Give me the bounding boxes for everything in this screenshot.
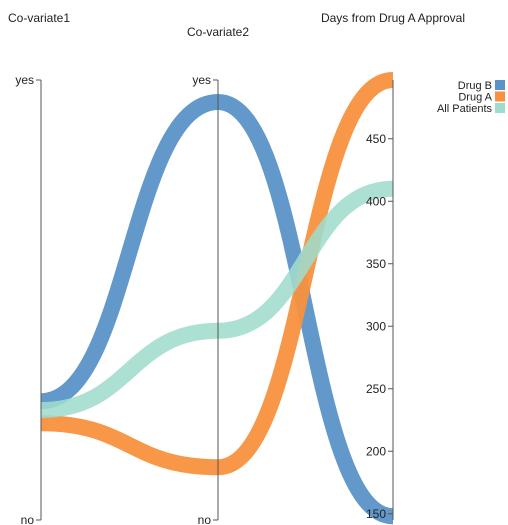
legend-swatch-drug-a (495, 91, 505, 102)
tick-label-days-from-drug-a-approval-400: 400 (366, 194, 386, 208)
tick-label-co-variate2-yes: yes (192, 73, 211, 87)
tick-label-co-variate1-yes: yes (15, 73, 34, 87)
legend-label-drug-b: Drug B (458, 80, 492, 92)
series-line-drug-b (40, 94, 395, 525)
legend-swatch-all-patients (495, 103, 505, 113)
series-line-drug-a (40, 72, 395, 476)
tick-label-days-from-drug-a-approval-350: 350 (366, 257, 386, 271)
tick-label-co-variate2-no: no (198, 513, 212, 525)
axis-title-co-variate2: Co-variate2 (187, 25, 249, 39)
legend-label-drug-a: Drug A (458, 92, 492, 104)
tick-label-days-from-drug-a-approval-450: 450 (366, 132, 386, 146)
tick-label-co-variate1-no: no (21, 513, 35, 525)
legend-label-all-patients: All Patients (437, 103, 493, 115)
axes: Co-variate1 yes no Co-variate2 yes no Days fro… (8, 11, 465, 525)
tick-label-days-from-drug-a-approval-250: 250 (366, 382, 386, 396)
tick-label-days-from-drug-a-approval-300: 300 (366, 319, 386, 333)
tick-label-days-from-drug-a-approval-200: 200 (366, 444, 386, 458)
axis-title-days-from-drug-a-approval: Days from Drug A Approval (321, 11, 465, 25)
legend-swatch-drug-b (495, 80, 505, 90)
series-line-all-patients (40, 180, 394, 418)
axis-title-co-variate1: Co-variate1 (8, 11, 70, 25)
series-lines (40, 72, 395, 525)
tick-label-days-from-drug-a-approval-150: 150 (366, 507, 386, 521)
